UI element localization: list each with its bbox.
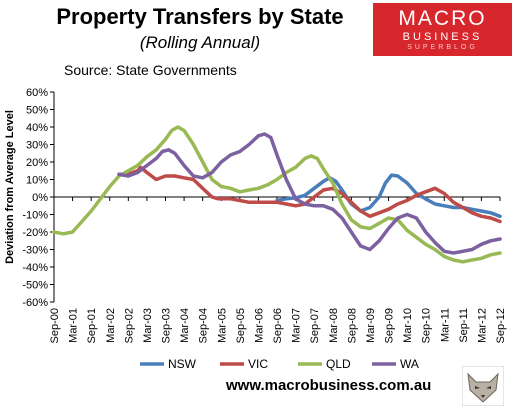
- x-tick-label: Mar-05: [216, 308, 228, 343]
- y-tick-label: -60%: [22, 297, 48, 309]
- x-tick-label: Mar-07: [291, 308, 303, 343]
- x-tick-label: Sep-02: [123, 308, 135, 343]
- x-tick-label: Mar-11: [439, 308, 451, 342]
- x-tick-label: Mar-01: [68, 308, 80, 343]
- x-tick-label: Sep-01: [86, 308, 98, 343]
- legend-item-vic: VIC: [220, 357, 268, 371]
- x-tick-label: Sep-03: [161, 308, 173, 343]
- x-axis-ticks: Sep-00 Mar-01 Sep-01 Mar-02 Sep-02 Mar-03 Sep-…: [49, 197, 507, 343]
- logo-line-2: BUSINESS: [402, 31, 483, 43]
- series-line-vic: [117, 165, 502, 224]
- x-tick-label: Mar-02: [105, 308, 117, 343]
- source-note: Source: State Governments: [64, 62, 237, 78]
- series-lines: [52, 125, 502, 264]
- legend-item-qld: QLD: [298, 357, 351, 371]
- y-tick-label: -50%: [22, 280, 48, 292]
- x-tick-label: Mar-10: [402, 308, 414, 343]
- x-tick-label: Sep-08: [346, 308, 358, 343]
- x-tick-label: Mar-09: [365, 308, 377, 343]
- y-tick-label: 20%: [26, 157, 48, 169]
- y-tick-label: -40%: [22, 262, 48, 274]
- x-tick-label: Sep-07: [309, 308, 321, 343]
- y-tick-label: -30%: [22, 245, 48, 257]
- x-tick-label: Sep-05: [235, 308, 247, 343]
- y-tick-label: 40%: [26, 122, 48, 134]
- x-tick-label: Sep-12: [495, 308, 507, 343]
- macro-business-logo: MACRO BUSINESS SUPERBLOG: [373, 3, 512, 56]
- x-tick-label: Mar-04: [179, 308, 191, 343]
- y-axis-label: Deviation from Average Level: [4, 110, 16, 264]
- logo-line-1: MACRO: [398, 7, 487, 30]
- y-tick-label: 50%: [26, 105, 48, 117]
- y-tick-label: 0%: [32, 192, 48, 204]
- website-url[interactable]: www.macrobusiness.com.au: [226, 377, 432, 394]
- x-tick-label: Mar-08: [328, 308, 340, 343]
- x-tick-label: Mar-03: [142, 308, 154, 343]
- chart-title: Property Transfers by State: [56, 4, 344, 29]
- logo-line-3: SUPERBLOG: [407, 44, 478, 51]
- legend-label: NSW: [168, 357, 197, 371]
- x-tick-label: Mar-06: [253, 308, 265, 343]
- fox-mascot-icon: [462, 366, 504, 406]
- x-tick-label: Sep-10: [421, 308, 433, 343]
- legend-label: QLD: [326, 357, 351, 371]
- y-tick-label: 30%: [26, 140, 48, 152]
- y-tick-label: -20%: [22, 227, 48, 239]
- x-tick-label: Sep-11: [458, 308, 470, 343]
- x-tick-label: Sep-09: [384, 308, 396, 343]
- y-axis-ticks: -60% -50% -40% -30% -20% -10% 0% 10% 20% 30% 40% 50…: [22, 87, 54, 309]
- y-tick-label: 10%: [26, 175, 48, 187]
- legend-item-wa: WA: [372, 357, 419, 371]
- y-tick-label: -10%: [22, 210, 48, 222]
- x-tick-label: Sep-04: [198, 308, 210, 343]
- chart-legend: NSW VIC QLD WA: [140, 357, 419, 371]
- legend-label: WA: [400, 357, 419, 371]
- legend-label: VIC: [248, 357, 268, 371]
- x-tick-label: Sep-06: [272, 308, 284, 343]
- series-line-qld: [52, 125, 502, 264]
- y-tick-label: 60%: [26, 87, 48, 99]
- series-line-wa: [117, 132, 502, 255]
- x-tick-label: Mar-12: [476, 308, 488, 343]
- legend-item-nsw: NSW: [140, 357, 197, 371]
- chart-subtitle: (Rolling Annual): [139, 33, 261, 52]
- x-tick-label: Sep-00: [49, 308, 61, 343]
